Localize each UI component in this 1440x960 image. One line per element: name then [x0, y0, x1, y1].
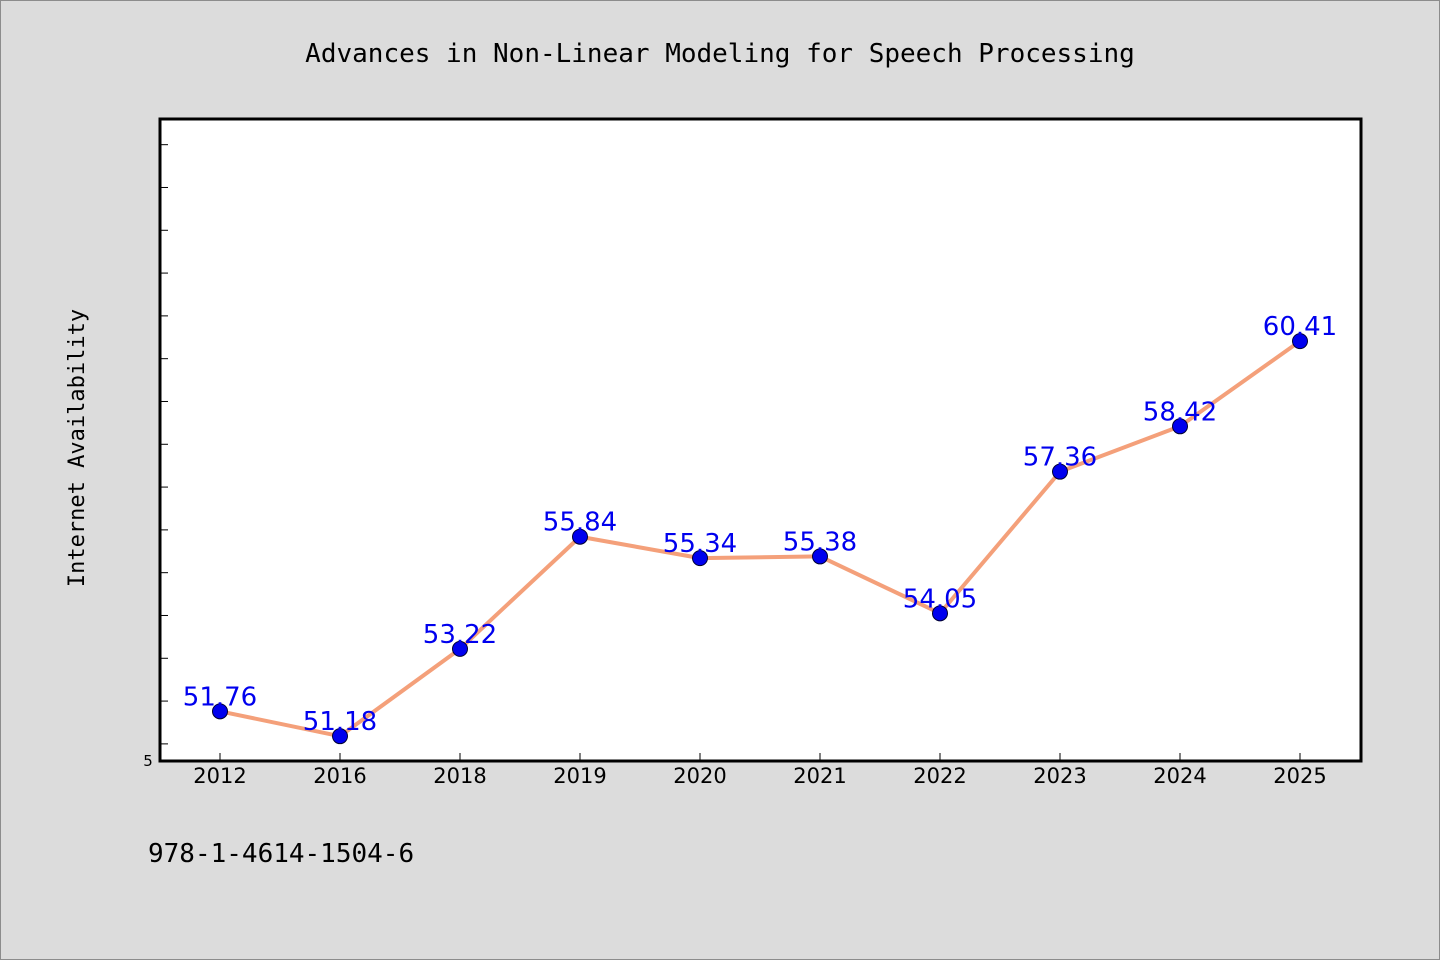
data-label: 57.36 [1023, 443, 1097, 473]
data-point [452, 640, 468, 657]
x-axis-ticks: 2012 2016 2018 2019 2020 2021 2022 2023 2024 2025 [193, 753, 1327, 788]
data-point [572, 528, 588, 545]
x-tick-label: 2025 [1273, 764, 1326, 788]
data-label: 55.84 [543, 508, 617, 538]
x-tick-label: 2024 [1153, 764, 1206, 788]
data-label: 60.41 [1263, 312, 1337, 342]
x-tick-label: 2022 [913, 764, 966, 788]
chart-title: Advances in Non-Linear Modeling for Spee… [305, 39, 1135, 69]
data-label: 55.38 [783, 527, 857, 557]
data-point [1052, 463, 1068, 480]
data-point [1292, 333, 1308, 350]
y-tick-label: 5 [143, 752, 153, 770]
data-point [212, 703, 228, 720]
data-point [1172, 418, 1188, 435]
x-tick-label: 2021 [793, 764, 846, 788]
data-point [332, 728, 348, 745]
data-label: 55.34 [663, 529, 737, 559]
data-label: 53.22 [423, 620, 497, 650]
y-axis-ticks [160, 144, 168, 745]
data-point [812, 548, 828, 565]
data-label: 54.05 [903, 584, 977, 614]
x-tick-label: 2018 [433, 764, 486, 788]
x-tick-label: 2019 [553, 764, 606, 788]
data-label: 58.42 [1143, 397, 1217, 427]
data-label-layer: 51.76 51.18 53.22 55.84 55.34 55.38 54.05 57.36… [183, 312, 1337, 737]
y-axis-label: Internet Availability [65, 309, 90, 587]
data-label: 51.76 [183, 682, 257, 712]
series-layer [212, 333, 1308, 745]
isbn-text: 978-1-4614-1504-6 [148, 839, 414, 869]
data-label: 51.18 [303, 707, 377, 737]
x-tick-label: 2023 [1033, 764, 1086, 788]
x-tick-label: 2020 [673, 764, 726, 788]
x-tick-label: 2012 [193, 764, 246, 788]
x-tick-label: 2016 [313, 764, 366, 788]
plot-area [158, 117, 1363, 763]
data-point [932, 605, 948, 622]
series-line [219, 339, 1302, 739]
data-point [692, 550, 708, 567]
